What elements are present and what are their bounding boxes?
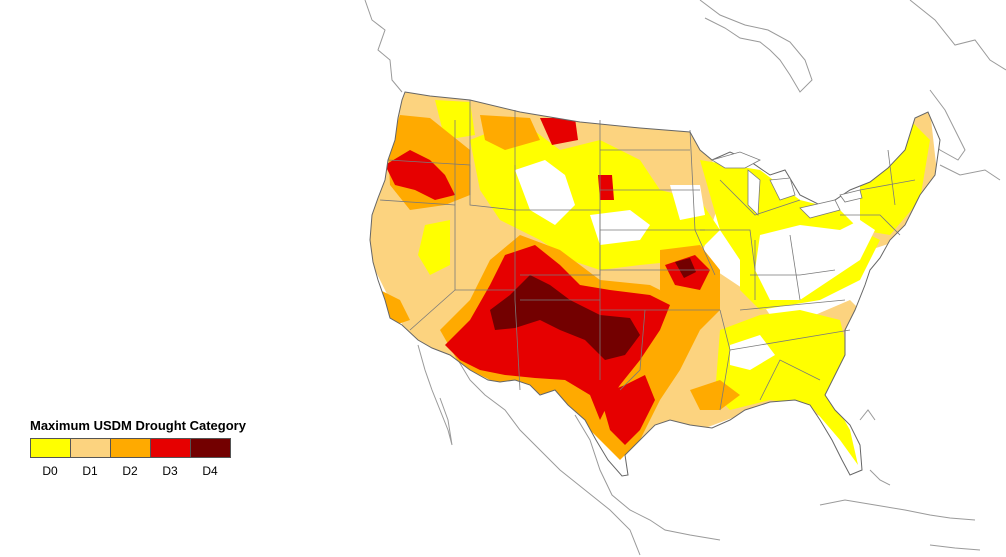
d3-area-texas — [600, 375, 655, 445]
d0-area-north — [470, 120, 720, 270]
no-drought-dakota — [590, 210, 650, 245]
legend: Maximum USDM Drought Category D0 D1 D2 D… — [30, 418, 290, 478]
legend-swatch-d2 — [110, 438, 151, 458]
legend-label-d1: D1 — [82, 464, 98, 478]
legend-swatch-d0 — [30, 438, 71, 458]
d3-area-wyoming — [598, 175, 614, 200]
d4-area-four-corners — [490, 275, 640, 360]
legend-label-d3: D3 — [162, 464, 178, 478]
legend-title: Maximum USDM Drought Category — [30, 418, 246, 433]
legend-swatch-d3 — [150, 438, 191, 458]
d0-area-west — [418, 220, 450, 275]
d2-area-gulf — [690, 380, 740, 410]
no-drought-southeast — [730, 335, 775, 370]
d0-area-newengland — [860, 120, 930, 235]
d4-area-kansas — [675, 258, 696, 278]
legend-label-d2: D2 — [122, 464, 138, 478]
legend-swatches — [30, 438, 290, 458]
legend-label-d0: D0 — [42, 464, 58, 478]
state-boundaries — [379, 100, 916, 411]
legend-labels: D0 D1 D2 D3 D4 — [30, 464, 290, 478]
surrounding-coastlines — [364, 0, 1006, 556]
legend-swatch-d1 — [70, 438, 111, 458]
d3-area-southwest-core — [445, 245, 670, 420]
d2-area-montana — [480, 115, 540, 150]
great-lakes — [711, 151, 863, 219]
legend-swatch-d4 — [190, 438, 231, 458]
d3-area-oregon — [385, 150, 455, 200]
no-drought-iowa — [670, 185, 705, 220]
d3-area-montana-north — [540, 118, 578, 145]
no-drought-montana — [515, 160, 575, 225]
legend-label-d4: D4 — [202, 464, 218, 478]
no-drought-ohio-valley — [755, 220, 875, 300]
